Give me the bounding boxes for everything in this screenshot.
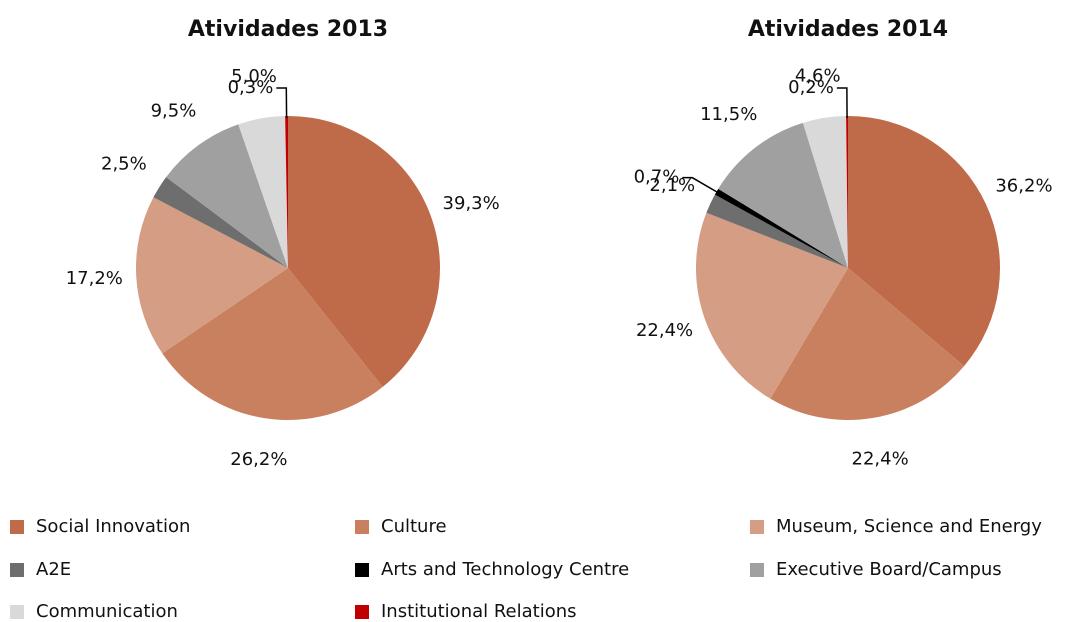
pie-slice — [166, 124, 288, 269]
data-label: 2,1% — [649, 175, 695, 196]
legend-label: Arts and Technology Centre — [381, 559, 629, 580]
data-label: 26,2% — [230, 449, 287, 470]
legend-swatch — [355, 563, 369, 577]
pie-slice — [846, 116, 848, 268]
legend-label: Executive Board/Campus — [776, 559, 1002, 580]
pie-slice — [706, 194, 848, 268]
pie-slice — [153, 177, 288, 268]
legend-swatch — [10, 520, 24, 534]
data-label: 22,4% — [636, 320, 693, 341]
data-label: 17,2% — [66, 268, 123, 289]
legend-swatch — [355, 520, 369, 534]
data-label: 22,4% — [852, 448, 909, 469]
legend-label: Institutional Relations — [381, 601, 577, 622]
pie-slice — [136, 197, 288, 354]
legend-label: Social Innovation — [36, 516, 190, 537]
legend-swatch — [750, 563, 764, 577]
pie-slice — [162, 268, 383, 420]
legend-label: Communication — [36, 601, 178, 622]
legend-swatch — [10, 563, 24, 577]
legend-swatch — [750, 520, 764, 534]
data-label: 5,0% — [231, 66, 277, 87]
data-label: 9,5% — [151, 100, 197, 121]
pie-slice — [285, 116, 288, 268]
chart-title: Atividades 2014 — [748, 17, 948, 42]
chart-title: Atividades 2013 — [188, 17, 388, 42]
pie-slice — [718, 122, 848, 269]
pie-slice — [848, 116, 1001, 367]
legend-swatch — [10, 605, 24, 619]
legend-label: Culture — [381, 516, 447, 537]
leader-line — [836, 87, 848, 119]
data-label: 4,6% — [795, 65, 841, 86]
leader-line — [682, 176, 719, 194]
legend-swatch — [355, 605, 369, 619]
data-label: 2,5% — [101, 154, 147, 175]
legend-label: Museum, Science and Energy — [776, 516, 1042, 537]
data-label: 0,3% — [228, 77, 274, 98]
data-label: 39,3% — [443, 193, 500, 214]
legend-label: A2E — [36, 559, 71, 580]
leader-line — [276, 87, 288, 119]
pie-slice — [770, 268, 965, 420]
pie-slice — [238, 116, 288, 268]
data-label: 0,2% — [788, 77, 834, 98]
data-label: 0,7% — [634, 167, 680, 188]
pie-slice — [288, 116, 441, 387]
data-label: 11,5% — [700, 104, 757, 125]
pie-slice — [695, 212, 848, 399]
pie-slice — [802, 116, 848, 268]
pie-slice — [714, 188, 848, 268]
data-label: 36,2% — [995, 175, 1052, 196]
